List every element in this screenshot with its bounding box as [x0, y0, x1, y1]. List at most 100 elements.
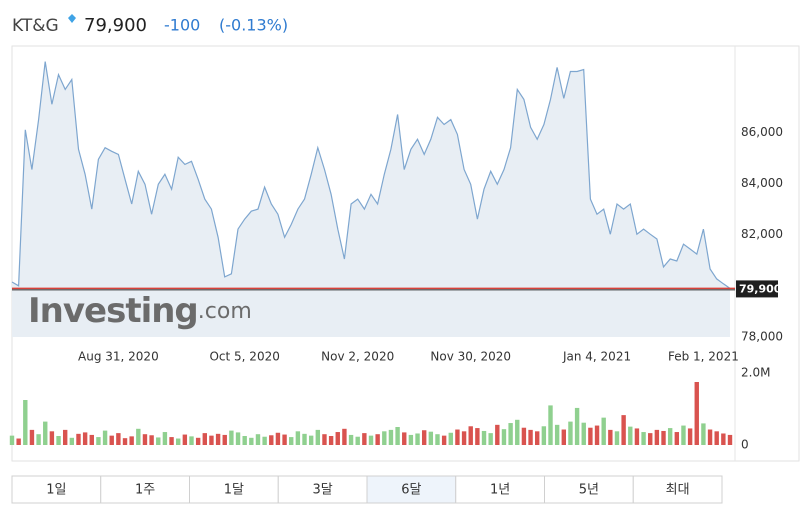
- volume-bar: [714, 431, 719, 445]
- volume-bar: [89, 434, 94, 445]
- volume-bar: [461, 431, 467, 445]
- volume-bar: [62, 429, 68, 445]
- x-tick-label: Nov 2, 2020: [321, 350, 394, 364]
- volume-bar: [402, 432, 407, 445]
- volume-bar: [149, 435, 154, 445]
- volume-bar: [116, 433, 121, 445]
- volume-bar: [29, 429, 35, 445]
- volume-bar: [315, 429, 321, 445]
- area-fill: [12, 61, 730, 337]
- volume-bar: [302, 433, 307, 445]
- volume-bar: [275, 432, 281, 445]
- volume-bar: [328, 436, 334, 445]
- volume-bar: [348, 434, 354, 445]
- volume-bar: [608, 429, 613, 445]
- volume-bar: [574, 407, 580, 445]
- watermark: Investing.com: [28, 291, 252, 331]
- volume-bar: [136, 428, 141, 445]
- range-tab[interactable]: [632, 475, 723, 504]
- y-tick-label: 82,000: [741, 227, 783, 241]
- change-percent: (-0.13%): [219, 16, 288, 35]
- volume-bar: [176, 438, 181, 445]
- volume-bar: [701, 423, 706, 445]
- last-price-label: 79,900: [739, 282, 782, 295]
- volume-bar: [322, 434, 327, 445]
- volume-bar: [362, 433, 367, 445]
- range-tab-label: 3달: [313, 483, 333, 498]
- volume-bar: [694, 382, 699, 445]
- x-tick-label: Jan 4, 2021: [562, 350, 631, 364]
- range-tab[interactable]: [11, 475, 102, 504]
- volume-bar: [428, 431, 434, 445]
- x-tick-label: Aug 31, 2020: [78, 350, 159, 364]
- volume-bar: [628, 426, 633, 445]
- range-tab[interactable]: [100, 475, 190, 504]
- volume-bar: [242, 436, 247, 445]
- range-tab[interactable]: [544, 475, 634, 504]
- volume-bar: [475, 428, 480, 445]
- volume-bar: [76, 433, 81, 445]
- volume-bar: [235, 432, 241, 445]
- y-tick-label: 84,000: [741, 176, 783, 190]
- volume-bar: [162, 432, 168, 445]
- volume-bar: [614, 431, 620, 445]
- volume-bar: [262, 436, 267, 445]
- volume-bar: [421, 430, 427, 445]
- volume-bar: [594, 425, 600, 445]
- x-tick-label: Feb 1, 2021: [668, 350, 739, 364]
- volume-bar: [395, 427, 400, 445]
- volume-bar: [375, 434, 380, 445]
- volume-bar: [435, 434, 440, 445]
- volume-bar: [96, 437, 101, 445]
- volume-bar: [554, 424, 560, 445]
- volume-bar: [368, 435, 374, 445]
- volume-bar: [508, 423, 513, 445]
- volume-bar: [16, 438, 21, 445]
- volume-bar: [195, 437, 201, 445]
- volume-bar: [674, 432, 680, 445]
- volume-bar: [481, 430, 487, 445]
- change: -100: [164, 16, 200, 35]
- volume-tick-label: 2.0M: [741, 366, 770, 380]
- volume-bar: [681, 425, 686, 445]
- volume-bar: [667, 428, 673, 445]
- range-tab[interactable]: [366, 475, 457, 504]
- y-tick-label: 86,000: [741, 125, 783, 139]
- volume-bar: [282, 434, 287, 445]
- volume-bar: [382, 431, 387, 445]
- volume-bar: [142, 434, 148, 445]
- volume-bar: [335, 432, 340, 445]
- ticker: KT&G: [12, 16, 59, 36]
- volume-bar: [568, 421, 573, 445]
- volume-bar: [342, 428, 347, 445]
- volume-bar: [661, 430, 666, 445]
- volume-bar: [36, 434, 41, 445]
- last-price-box: [736, 280, 778, 298]
- volume-bar: [249, 437, 254, 445]
- volume-bar: [388, 429, 394, 445]
- chart-frame: [11, 45, 800, 462]
- volume-bar: [9, 435, 15, 445]
- volume-bar: [182, 434, 188, 445]
- volume-bar: [109, 435, 114, 445]
- volume-bar: [654, 429, 660, 445]
- watermark-suffix: .com: [198, 299, 252, 324]
- volume-bar: [43, 421, 48, 445]
- range-tab[interactable]: [277, 475, 368, 504]
- volume-bar: [721, 433, 726, 445]
- range-tab[interactable]: [189, 475, 279, 504]
- volume-bar: [49, 431, 55, 445]
- range-tab[interactable]: [455, 475, 545, 504]
- x-tick-label: Nov 30, 2020: [430, 350, 511, 364]
- volume-bar: [56, 436, 61, 445]
- volume-bar: [548, 405, 553, 445]
- price-line: [11, 61, 731, 289]
- volume-bar: [129, 436, 134, 445]
- volume-bar: [521, 427, 527, 445]
- range-tab-label: 최대: [666, 483, 690, 498]
- volume-bar: [441, 435, 447, 445]
- volume-bar: [515, 419, 520, 445]
- volume-bar: [229, 430, 234, 445]
- price: 79,900: [84, 15, 147, 36]
